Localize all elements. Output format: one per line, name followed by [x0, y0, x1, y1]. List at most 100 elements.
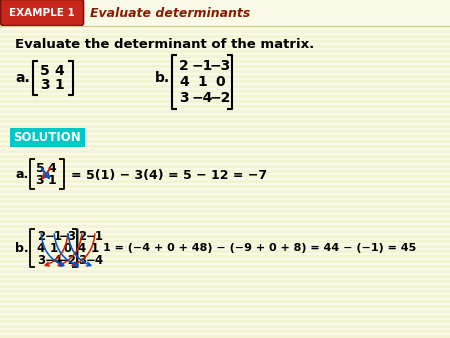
Bar [0, 215, 450, 217]
Bar [0, 280, 450, 283]
Bar [0, 185, 450, 188]
Bar [0, 195, 450, 197]
Bar [0, 135, 450, 138]
Text: 0: 0 [215, 75, 225, 89]
Bar [0, 240, 450, 242]
Text: −2: −2 [209, 91, 231, 105]
Text: 2: 2 [78, 231, 86, 243]
Text: 4: 4 [54, 64, 64, 78]
Bar [0, 230, 450, 233]
Bar [0, 305, 450, 308]
Bar [0, 85, 450, 88]
Bar [0, 110, 450, 113]
Text: −4: −4 [191, 91, 213, 105]
Text: −4: −4 [86, 255, 104, 267]
Bar [0, 200, 450, 202]
Text: 4: 4 [37, 242, 45, 256]
Text: 1: 1 [91, 242, 99, 256]
Text: −3: −3 [209, 59, 230, 73]
Bar [0, 335, 450, 338]
Text: 2: 2 [179, 59, 189, 73]
Text: 1: 1 [197, 75, 207, 89]
Text: 3: 3 [40, 78, 50, 92]
Bar [0, 150, 450, 152]
FancyBboxPatch shape [10, 128, 85, 147]
Bar [0, 65, 450, 68]
Bar [0, 20, 450, 23]
Text: 0: 0 [64, 242, 72, 256]
Bar [0, 95, 450, 97]
Bar [0, 255, 450, 258]
Bar [0, 310, 450, 313]
Text: 3: 3 [179, 91, 189, 105]
Bar [0, 270, 450, 272]
FancyBboxPatch shape [0, 0, 84, 25]
Bar [0, 320, 450, 322]
Text: Evaluate determinants: Evaluate determinants [90, 7, 250, 20]
Bar [0, 265, 450, 267]
Bar [0, 295, 450, 297]
Text: 1: 1 [54, 78, 64, 92]
Bar [0, 155, 450, 158]
Text: 5: 5 [36, 162, 45, 174]
Bar [0, 40, 450, 43]
Text: b.: b. [15, 241, 29, 255]
Bar [0, 25, 450, 27]
Bar [0, 80, 450, 82]
Bar [0, 15, 450, 18]
Bar [0, 210, 450, 213]
Bar [0, 325, 450, 328]
Bar [0, 205, 450, 208]
Text: = 5(1) − 3(4) = 5 − 12 = −7: = 5(1) − 3(4) = 5 − 12 = −7 [71, 169, 267, 182]
Text: 1: 1 [50, 242, 58, 256]
Bar [0, 0, 450, 26]
Bar [0, 165, 450, 168]
Bar [0, 250, 450, 252]
Bar [0, 0, 450, 2]
Bar [0, 35, 450, 38]
Bar [0, 75, 450, 77]
Bar [0, 220, 450, 222]
Bar [0, 30, 450, 32]
Bar [0, 235, 450, 238]
Bar [0, 180, 450, 183]
Text: −1: −1 [191, 59, 213, 73]
Text: b.: b. [155, 71, 170, 85]
Bar [0, 90, 450, 93]
Bar [0, 140, 450, 143]
Bar [0, 10, 450, 13]
Bar [0, 130, 450, 132]
Bar [0, 45, 450, 48]
Bar [0, 260, 450, 263]
Text: a.: a. [15, 169, 28, 182]
Bar [0, 115, 450, 118]
Bar [0, 120, 450, 122]
Text: EXAMPLE 1: EXAMPLE 1 [9, 8, 75, 19]
Bar [0, 125, 450, 127]
Bar [0, 275, 450, 277]
Text: 1: 1 [48, 173, 56, 187]
Bar [0, 60, 450, 63]
Text: SOLUTION: SOLUTION [14, 131, 81, 144]
Text: −1: −1 [86, 231, 104, 243]
Text: −2: −2 [59, 255, 77, 267]
Text: −4: −4 [45, 255, 63, 267]
Bar [0, 245, 450, 247]
Bar [0, 285, 450, 288]
Bar [0, 105, 450, 107]
Bar [0, 300, 450, 303]
Text: 3: 3 [37, 255, 45, 267]
Text: 3: 3 [36, 173, 44, 187]
Text: 4: 4 [179, 75, 189, 89]
Text: 5: 5 [40, 64, 50, 78]
Bar [0, 160, 450, 163]
Bar [0, 55, 450, 57]
Bar [0, 315, 450, 317]
Bar [0, 170, 450, 172]
Bar [0, 5, 450, 7]
Bar [0, 145, 450, 147]
Text: a.: a. [15, 71, 30, 85]
Text: 3: 3 [78, 255, 86, 267]
Bar [0, 175, 450, 177]
Text: 1 = (−4 + 0 + 48) − (−9 + 0 + 8) = 44 − (−1) = 45: 1 = (−4 + 0 + 48) − (−9 + 0 + 8) = 44 − … [103, 243, 416, 253]
